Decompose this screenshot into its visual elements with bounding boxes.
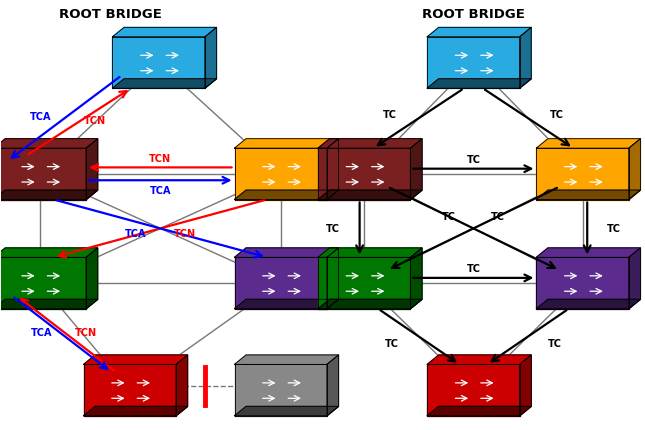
Polygon shape <box>112 28 217 38</box>
Polygon shape <box>629 139 640 200</box>
Polygon shape <box>427 80 531 89</box>
Text: ROOT BRIDGE: ROOT BRIDGE <box>422 8 525 21</box>
Text: TC: TC <box>550 110 564 120</box>
Polygon shape <box>318 190 422 200</box>
Text: TCN: TCN <box>174 228 196 238</box>
Polygon shape <box>520 28 531 89</box>
Polygon shape <box>327 355 339 416</box>
Polygon shape <box>86 139 98 200</box>
Polygon shape <box>427 406 531 416</box>
Text: TC: TC <box>326 224 340 234</box>
Polygon shape <box>318 248 422 258</box>
Text: TC: TC <box>466 264 481 274</box>
Text: TC: TC <box>466 155 481 165</box>
Text: TC: TC <box>442 212 456 222</box>
Text: TCA: TCA <box>30 112 51 122</box>
Polygon shape <box>235 248 339 258</box>
Text: TCA: TCA <box>30 327 52 337</box>
Polygon shape <box>86 248 98 309</box>
Polygon shape <box>235 139 339 149</box>
Polygon shape <box>235 406 339 416</box>
Polygon shape <box>537 139 640 149</box>
Polygon shape <box>0 258 86 309</box>
Text: ROOT BRIDGE: ROOT BRIDGE <box>59 8 162 21</box>
Text: TC: TC <box>491 212 505 222</box>
Polygon shape <box>0 149 86 200</box>
Polygon shape <box>235 190 339 200</box>
Polygon shape <box>537 248 640 258</box>
Polygon shape <box>427 355 531 365</box>
Polygon shape <box>318 300 422 309</box>
Polygon shape <box>235 258 327 309</box>
Polygon shape <box>537 190 640 200</box>
Text: TCN: TCN <box>149 154 172 163</box>
Polygon shape <box>410 139 422 200</box>
Text: TCA: TCA <box>150 185 171 195</box>
Polygon shape <box>0 139 98 149</box>
Text: TCN: TCN <box>75 327 97 337</box>
Polygon shape <box>84 406 188 416</box>
Polygon shape <box>427 365 520 416</box>
Polygon shape <box>537 300 640 309</box>
Polygon shape <box>318 149 410 200</box>
Polygon shape <box>318 258 410 309</box>
Polygon shape <box>0 300 98 309</box>
Polygon shape <box>235 300 339 309</box>
Polygon shape <box>235 355 339 365</box>
Polygon shape <box>520 355 531 416</box>
Polygon shape <box>0 248 98 258</box>
Text: TC: TC <box>383 110 397 120</box>
Polygon shape <box>112 80 217 89</box>
Polygon shape <box>0 190 98 200</box>
Polygon shape <box>112 38 205 89</box>
Polygon shape <box>427 28 531 38</box>
Text: TC: TC <box>607 224 621 234</box>
Polygon shape <box>176 355 188 416</box>
Polygon shape <box>205 28 217 89</box>
Polygon shape <box>427 38 520 89</box>
Polygon shape <box>235 149 327 200</box>
Polygon shape <box>410 248 422 309</box>
Polygon shape <box>318 139 422 149</box>
Text: TC: TC <box>548 338 562 348</box>
Polygon shape <box>84 355 188 365</box>
Polygon shape <box>84 365 176 416</box>
Polygon shape <box>629 248 640 309</box>
Polygon shape <box>327 139 339 200</box>
Polygon shape <box>235 365 327 416</box>
Polygon shape <box>537 149 629 200</box>
Text: TCA: TCA <box>125 228 146 238</box>
Polygon shape <box>327 248 339 309</box>
Text: TCN: TCN <box>83 116 106 126</box>
Polygon shape <box>537 258 629 309</box>
Text: TC: TC <box>385 338 399 348</box>
